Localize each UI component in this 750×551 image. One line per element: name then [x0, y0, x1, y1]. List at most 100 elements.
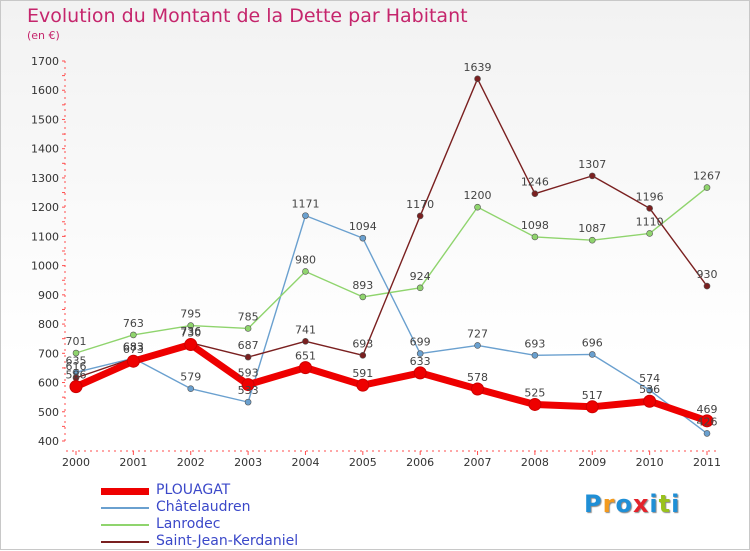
data-label: 1639 — [464, 61, 492, 74]
data-label: 980 — [295, 253, 316, 266]
data-label: 616 — [66, 360, 87, 373]
data-label: 1196 — [636, 190, 664, 203]
x-tick-label: 2000 — [62, 456, 90, 469]
data-label: 469 — [697, 403, 718, 416]
x-tick-label: 2003 — [234, 456, 262, 469]
legend-swatch — [101, 524, 149, 526]
data-point — [302, 268, 309, 275]
data-label: 763 — [123, 317, 144, 330]
data-label: 693 — [524, 337, 545, 350]
data-point — [302, 338, 309, 345]
data-point — [359, 352, 367, 359]
y-tick-label: 700 — [38, 347, 59, 360]
data-point — [703, 282, 711, 290]
x-tick-label: 2006 — [406, 456, 434, 469]
data-point — [184, 338, 198, 352]
data-label: 1171 — [291, 198, 319, 211]
data-label: 673 — [123, 343, 144, 356]
data-point — [703, 184, 711, 191]
data-point — [531, 190, 539, 198]
data-point — [643, 394, 657, 408]
y-tick-label: 1500 — [31, 113, 59, 126]
data-label: 693 — [352, 337, 373, 350]
data-label: 579 — [180, 371, 201, 384]
data-point — [302, 212, 309, 219]
data-label: 683 — [123, 340, 144, 353]
data-point — [72, 349, 80, 357]
data-point — [700, 414, 714, 428]
data-label: 701 — [66, 335, 87, 348]
data-point — [585, 400, 599, 414]
logo-letter: o — [615, 490, 633, 518]
data-label: 795 — [180, 308, 201, 321]
data-point — [416, 284, 424, 292]
data-label: 741 — [295, 323, 316, 336]
x-tick-label: 2005 — [349, 456, 377, 469]
x-tick-label: 2011 — [693, 456, 721, 469]
data-point — [187, 385, 195, 392]
data-label: 578 — [467, 371, 488, 384]
data-label: 699 — [410, 336, 431, 349]
legend-swatch — [101, 541, 149, 543]
data-point — [588, 351, 596, 358]
data-label: 785 — [238, 310, 259, 323]
x-tick-label: 2001 — [119, 456, 147, 469]
data-label: 633 — [410, 355, 431, 368]
data-label: 1098 — [521, 219, 549, 232]
x-tick-label: 2004 — [291, 456, 319, 469]
data-point — [356, 378, 370, 392]
legend-label: Saint-Jean-Kerdaniel — [156, 533, 299, 549]
y-tick-label: 1400 — [31, 143, 59, 156]
data-label: 533 — [238, 384, 259, 397]
data-label: 730 — [180, 327, 201, 340]
data-label: 1110 — [636, 215, 664, 228]
data-point — [416, 212, 424, 220]
y-tick-label: 800 — [38, 318, 59, 331]
y-tick-label: 1600 — [31, 84, 59, 97]
logo-letter: i — [671, 490, 681, 518]
data-label: 1267 — [693, 170, 721, 183]
data-point — [359, 234, 367, 242]
y-tick-label: 900 — [38, 289, 59, 302]
series-line-1 — [75, 214, 708, 434]
y-tick-label: 500 — [38, 406, 59, 419]
data-label: 586 — [66, 369, 87, 382]
y-tick-label: 1200 — [31, 201, 59, 214]
data-label: 517 — [582, 389, 603, 402]
data-label: 736 — [180, 325, 201, 338]
data-label: 924 — [410, 270, 431, 283]
data-label: 1200 — [464, 189, 492, 202]
data-label: 893 — [352, 279, 373, 292]
data-label: 1307 — [578, 158, 606, 171]
y-tick-label: 1300 — [31, 172, 59, 185]
data-point — [588, 236, 596, 244]
logo-letter: x — [632, 490, 650, 518]
data-point — [241, 378, 255, 392]
data-label: 574 — [639, 372, 660, 385]
y-tick-label: 400 — [38, 435, 59, 448]
x-tick-label: 2002 — [177, 456, 205, 469]
chart-title: Evolution du Montant de la Dette par Hab… — [27, 5, 468, 27]
data-point — [416, 350, 424, 357]
legend-label: Lanrodec — [156, 516, 221, 532]
proxiti-logo: Proxiti — [584, 490, 680, 518]
data-point — [528, 397, 542, 411]
y-tick-label: 1100 — [31, 230, 59, 243]
y-tick-label: 1700 — [31, 55, 59, 68]
data-label: 1246 — [521, 176, 549, 189]
data-label: 536 — [639, 383, 660, 396]
legend-label: PLOUAGAT — [156, 482, 231, 498]
data-point — [244, 325, 252, 332]
data-point — [474, 342, 481, 349]
series-line-2 — [75, 187, 708, 354]
x-tick-label: 2007 — [464, 456, 492, 469]
x-tick-label: 2009 — [578, 456, 606, 469]
data-point — [531, 352, 539, 359]
data-label: 591 — [352, 367, 373, 380]
data-point — [646, 386, 653, 394]
data-point — [474, 75, 481, 83]
data-label: 683 — [123, 340, 144, 353]
data-label: 930 — [697, 268, 718, 281]
